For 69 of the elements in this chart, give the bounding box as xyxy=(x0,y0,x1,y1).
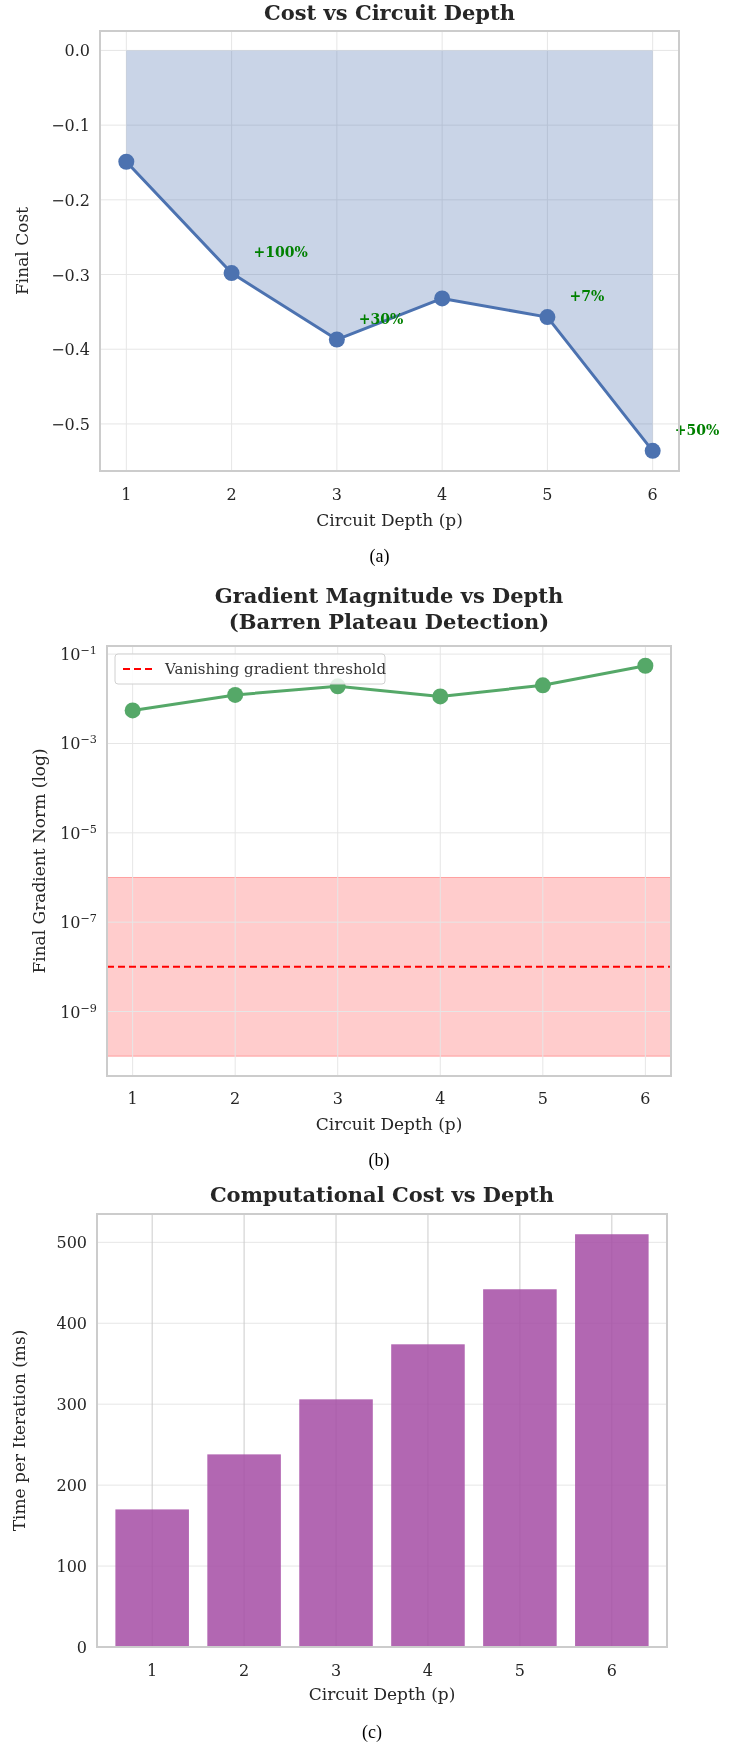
bar xyxy=(391,1344,465,1647)
point xyxy=(539,309,556,326)
point xyxy=(328,331,345,348)
x-tick-label: 4 xyxy=(437,485,448,504)
point xyxy=(644,442,661,459)
text: (c) xyxy=(362,1722,382,1743)
y-axis-title: Final Cost xyxy=(12,206,32,295)
x-axis-title: Circuit Depth (p) xyxy=(308,1684,456,1704)
x-tick-label: 6 xyxy=(647,485,658,504)
x-tick-label: 4 xyxy=(422,1661,434,1680)
y-tick-label: 10$^{−5}$ xyxy=(60,822,97,843)
annotation: +50% xyxy=(674,421,720,438)
y-axis-title: Time per Iteration (ms) xyxy=(9,1329,29,1532)
bar xyxy=(575,1234,649,1647)
y-tick-label: −0.2 xyxy=(51,190,90,210)
legend-label: Vanishing gradient threshold xyxy=(164,660,387,678)
y-tick-label: 10$^{−1}$ xyxy=(60,643,97,665)
bar xyxy=(115,1509,189,1647)
x-tick-label: 4 xyxy=(435,1089,446,1108)
x-tick-label: 2 xyxy=(239,1661,250,1680)
chart-title: Computational Cost vs Depth xyxy=(209,1182,555,1207)
annotation: +7% xyxy=(569,288,605,305)
x-tick-label: 1 xyxy=(147,1661,158,1680)
y-tick-label: 300 xyxy=(56,1395,87,1415)
x-axis-title: Circuit Depth (p) xyxy=(316,510,463,530)
y-tick-label: 0.0 xyxy=(64,41,90,61)
x-tick-label: 2 xyxy=(226,485,237,504)
x-tick-label: 3 xyxy=(332,1089,343,1108)
y-tick-label: 10$^{−7}$ xyxy=(60,911,97,933)
point xyxy=(637,657,654,674)
y-tick-label: −0.3 xyxy=(51,265,90,285)
x-tick-label: 3 xyxy=(331,485,342,504)
y-tick-label: 0 xyxy=(76,1638,87,1657)
x-tick-label: 5 xyxy=(537,1089,548,1108)
text: (b) xyxy=(368,1150,390,1171)
y-tick-label: −0.5 xyxy=(51,414,90,434)
point xyxy=(434,290,451,307)
point xyxy=(118,153,135,170)
annotation: +30% xyxy=(358,310,404,327)
text: (a) xyxy=(369,546,390,567)
bar xyxy=(483,1289,557,1647)
point xyxy=(223,265,240,282)
y-tick-label: 10$^{−9}$ xyxy=(60,1001,97,1022)
chart-title: Cost vs Circuit Depth xyxy=(264,0,515,25)
point xyxy=(227,686,244,703)
y-tick-label: −0.4 xyxy=(51,340,90,360)
x-tick-label: 2 xyxy=(230,1089,241,1108)
y-axis-title: Final Gradient Norm (log) xyxy=(29,748,49,974)
bar xyxy=(299,1399,373,1647)
y-tick-label: 200 xyxy=(56,1476,87,1496)
bar xyxy=(207,1454,281,1647)
y-tick-label: 100 xyxy=(56,1557,87,1577)
y-tick-label: 400 xyxy=(56,1314,87,1334)
point xyxy=(534,677,551,694)
annotation: +100% xyxy=(253,244,308,261)
x-tick-label: 5 xyxy=(514,1661,525,1680)
x-tick-label: 1 xyxy=(121,485,132,504)
y-tick-label: 500 xyxy=(56,1233,87,1253)
y-tick-label: 10$^{−3}$ xyxy=(60,732,97,754)
x-tick-label: 1 xyxy=(127,1089,138,1108)
x-tick-label: 3 xyxy=(330,1661,342,1680)
x-tick-label: 6 xyxy=(640,1089,651,1108)
point xyxy=(432,688,449,705)
y-tick-label: −0.1 xyxy=(51,116,90,136)
point xyxy=(124,702,141,719)
chart-title: Gradient Magnitude vs Depth (Barren Plateau Detection) xyxy=(214,583,564,634)
x-tick-label: 6 xyxy=(606,1661,617,1680)
x-tick-label: 5 xyxy=(542,485,553,504)
x-axis-title: Circuit Depth (p) xyxy=(315,1114,463,1134)
